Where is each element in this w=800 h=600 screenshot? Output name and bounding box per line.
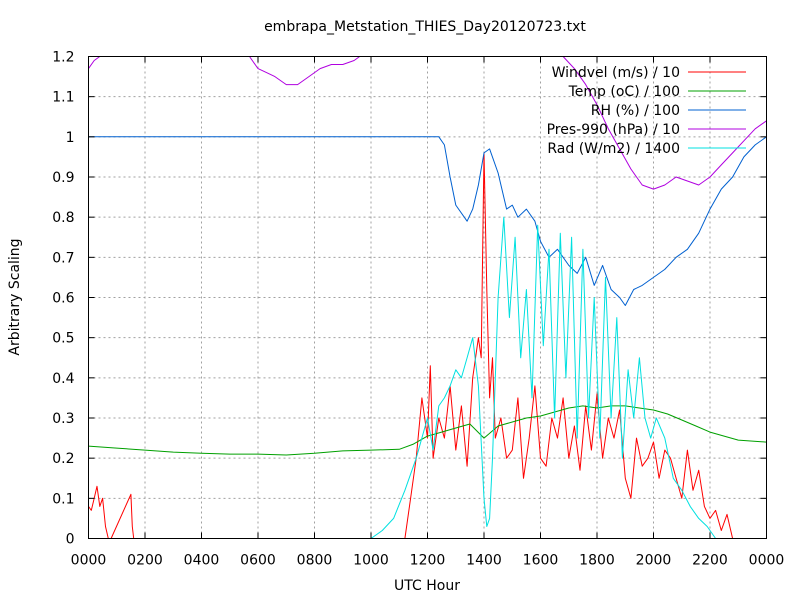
x-tick-label: 1800 — [579, 553, 615, 569]
legend-label: Temp (oC) / 100 — [568, 84, 680, 100]
x-axis-label: UTC Hour — [394, 578, 460, 594]
y-tick-label: 1.1 — [52, 90, 74, 106]
x-tick-label: 1400 — [466, 553, 502, 569]
x-tick-label: 1600 — [523, 553, 559, 569]
series-line-rh-100 — [88, 136, 767, 306]
y-tick-label: 0.7 — [52, 250, 74, 266]
series-layer — [88, 56, 767, 539]
x-tick-label: 0000 — [749, 553, 785, 569]
y-tick-label: 1.2 — [52, 50, 74, 66]
tick-layer: 0 0.1 0.2 0.3 0.4 0.5 0.6 0.7 0.8 0.9 1 1.1 1.2 0000 0… — [52, 50, 784, 569]
x-tick-label: 1000 — [353, 553, 389, 569]
y-tick-label: 0.1 — [52, 491, 74, 507]
series-line-pres-990-hpa-10 — [88, 56, 767, 190]
x-tick-label: 0200 — [127, 553, 163, 569]
y-tick-label: 0.5 — [52, 331, 74, 347]
y-tick-label: 0.9 — [52, 170, 74, 186]
y-tick-label: 0 — [66, 532, 75, 548]
chart-title: embrapa_Metstation_THIES_Day20120723.txt — [264, 19, 586, 35]
x-tick-label: 2000 — [636, 553, 672, 569]
y-axis-label: Arbitrary Scaling — [7, 238, 23, 355]
legend-label: Rad (W/m2) / 1400 — [547, 141, 680, 157]
legend-label: RH (%) / 100 — [591, 103, 680, 119]
x-tick-label: 0400 — [184, 553, 220, 569]
y-tick-label: 0.4 — [52, 371, 74, 387]
x-tick-label: 0600 — [240, 553, 276, 569]
x-tick-label: 2200 — [692, 553, 728, 569]
series-line-rad-w-m2-1400 — [370, 216, 717, 539]
grid-layer — [88, 56, 767, 539]
y-tick-label: 0.6 — [52, 291, 74, 307]
x-tick-label: 0000 — [71, 553, 107, 569]
y-tick-label: 0.3 — [52, 411, 74, 427]
series-line-windvel-m-s-10 — [88, 152, 734, 539]
legend-label: Windvel (m/s) / 10 — [552, 65, 680, 81]
y-tick-label: 1 — [66, 130, 75, 146]
y-tick-label: 0.8 — [52, 210, 74, 226]
series-line-temp-oc-100 — [88, 405, 767, 456]
x-tick-label: 0800 — [297, 553, 333, 569]
y-tick-label: 0.2 — [52, 451, 74, 467]
legend: Windvel (m/s) / 10 Temp (oC) / 100 RH (%) … — [547, 65, 746, 157]
legend-label: Pres-990 (hPa) / 10 — [547, 122, 680, 138]
x-tick-label: 1200 — [410, 553, 446, 569]
